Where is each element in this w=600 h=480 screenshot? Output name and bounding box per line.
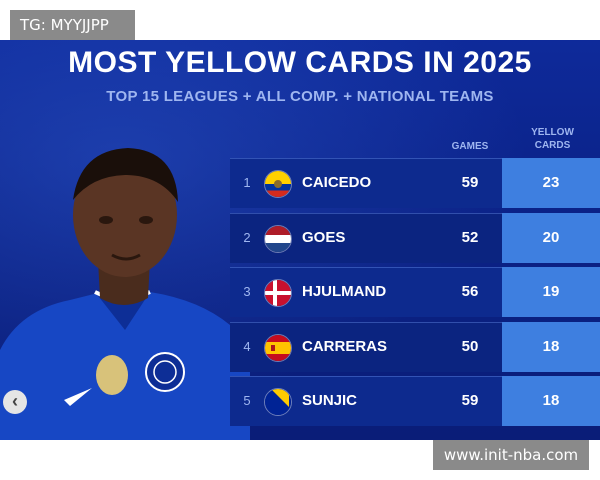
rank: 5 <box>243 393 251 408</box>
table-row: 3 HJULMAND 56 19 <box>230 267 600 317</box>
player-name: CARRERAS <box>302 337 388 355</box>
yellow-cards-value: 20 <box>502 212 600 263</box>
games-value: 50 <box>461 337 479 355</box>
stats-graphic: MOST YELLOW CARDS IN 2025 TOP 15 LEAGUES… <box>0 40 600 440</box>
table-row: 5 SUNJIC 59 18 <box>230 376 600 426</box>
player-name: SUNJIC <box>302 392 358 409</box>
player-name: GOES <box>302 228 346 246</box>
yellow-cards-value: 19 <box>502 267 600 317</box>
yellow-cards-column-header: YELLOW CARDS <box>531 127 574 151</box>
rank: 2 <box>243 229 251 245</box>
denmark-flag-icon <box>264 279 292 307</box>
yellow-cards-value: 18 <box>502 376 600 426</box>
yellow-cards-value: 23 <box>502 158 600 208</box>
table-row: 2 GOES 52 20 <box>230 212 600 263</box>
rank: 1 <box>243 175 251 190</box>
watermark-bottom: www.init-nba.com <box>433 440 589 470</box>
player-photo <box>0 148 250 440</box>
table-row: 1 CAICEDO 59 23 <box>230 158 600 208</box>
spain-flag-icon <box>264 333 292 362</box>
games-value: 52 <box>461 228 479 246</box>
ecuador-flag-icon <box>264 170 292 198</box>
player-name: HJULMAND <box>302 283 387 300</box>
games-column-header: GAMES <box>451 141 489 152</box>
yellow-cards-value: 18 <box>502 321 600 372</box>
games-value: 59 <box>461 392 479 409</box>
graphic-title: MOST YELLOW CARDS IN 2025 <box>68 46 532 79</box>
rank: 4 <box>243 338 251 354</box>
netherlands-flag-icon <box>264 224 292 253</box>
chevron-left-icon[interactable]: ‹ <box>3 390 27 414</box>
graphic-subtitle: TOP 15 LEAGUES + ALL COMP. + NATIONAL TE… <box>106 88 494 105</box>
watermark-top: TG: MYYJJPP <box>10 10 135 40</box>
yellow-cards-table: 1 CAICEDO 59 23 2 GOES 52 20 3 HJULMAND … <box>230 158 600 431</box>
player-name: CAICEDO <box>302 174 372 191</box>
games-value: 56 <box>461 283 479 300</box>
rank: 3 <box>243 284 251 299</box>
table-row: 4 CARRERAS 50 18 <box>230 321 600 372</box>
games-value: 59 <box>461 174 479 191</box>
bosnia-flag-icon <box>264 388 292 416</box>
